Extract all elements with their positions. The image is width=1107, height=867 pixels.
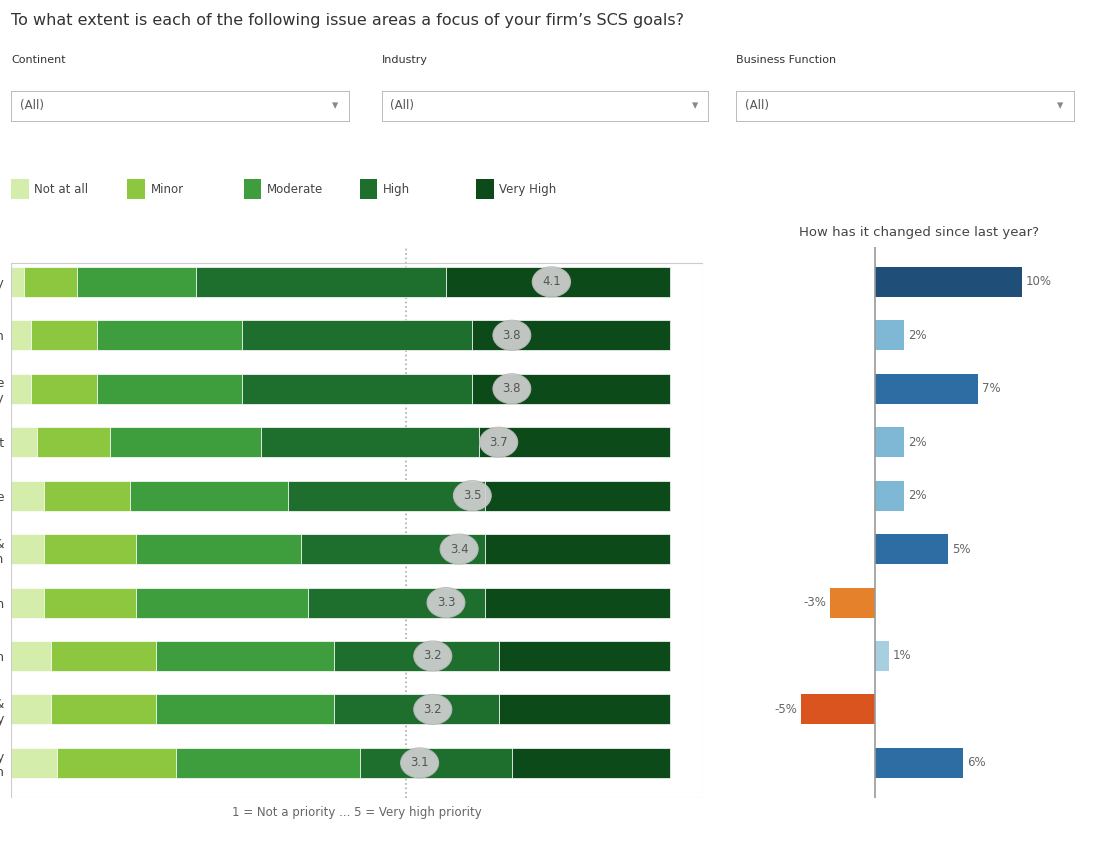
Text: 5%: 5% (952, 543, 971, 556)
Bar (11, 374, 31, 404)
Bar (800, 694, 875, 725)
Text: 3.7: 3.7 (489, 436, 508, 449)
Bar (261, 427, 479, 457)
Text: ▾: ▾ (1057, 100, 1064, 112)
Bar (11, 320, 31, 350)
Bar (334, 641, 498, 671)
Text: 3.1: 3.1 (411, 756, 428, 769)
Text: 3.3: 3.3 (437, 596, 455, 609)
Text: 2%: 2% (908, 436, 927, 449)
Bar (96, 374, 241, 404)
Text: ▾: ▾ (332, 100, 339, 112)
Text: Continent: Continent (11, 55, 65, 65)
Bar (11, 267, 24, 297)
Text: -5%: -5% (774, 703, 797, 716)
Bar (875, 748, 963, 778)
Text: Business Function: Business Function (736, 55, 836, 65)
Bar (110, 427, 261, 457)
Title: How has it changed since last year?: How has it changed since last year? (799, 226, 1038, 239)
Text: 10%: 10% (1026, 276, 1052, 289)
Bar (875, 374, 977, 404)
Bar (11, 427, 38, 457)
Bar (24, 267, 77, 297)
Text: Industry: Industry (382, 55, 428, 65)
Bar (360, 748, 511, 778)
Bar (11, 588, 44, 617)
Bar (38, 427, 110, 457)
Bar (473, 320, 670, 350)
Text: To what extent is each of the following issue areas a focus of your firm’s SCS g: To what extent is each of the following … (11, 13, 684, 28)
Bar (11, 480, 44, 511)
Bar (486, 534, 670, 564)
Bar (11, 534, 44, 564)
Text: 3.8: 3.8 (503, 382, 521, 395)
Bar (301, 534, 486, 564)
Bar (875, 480, 904, 511)
Bar (136, 534, 301, 564)
Text: Not at all: Not at all (34, 183, 89, 195)
Text: 3.5: 3.5 (463, 489, 482, 502)
Bar (479, 427, 670, 457)
Bar (486, 480, 670, 511)
Bar (44, 534, 136, 564)
Bar (486, 588, 670, 617)
Bar (288, 480, 486, 511)
Text: 3.4: 3.4 (449, 543, 468, 556)
Text: (All): (All) (20, 100, 43, 112)
Bar (875, 267, 1022, 297)
Text: High: High (383, 183, 411, 195)
Text: 2%: 2% (908, 329, 927, 342)
Text: 3.2: 3.2 (424, 703, 442, 716)
Bar (511, 748, 670, 778)
Bar (51, 641, 156, 671)
Bar (473, 374, 670, 404)
Text: 4.1: 4.1 (542, 276, 561, 289)
Text: Moderate: Moderate (267, 183, 323, 195)
Bar (77, 267, 196, 297)
Bar (875, 320, 904, 350)
Bar (498, 694, 670, 725)
Bar (241, 320, 473, 350)
Bar (875, 534, 949, 564)
Bar (196, 267, 446, 297)
Bar (176, 748, 360, 778)
Bar (498, 641, 670, 671)
Bar (11, 694, 51, 725)
Text: (All): (All) (745, 100, 768, 112)
Bar (130, 480, 288, 511)
Bar (241, 374, 473, 404)
Bar (96, 320, 241, 350)
Bar (875, 641, 889, 671)
Bar (156, 694, 334, 725)
Bar (51, 694, 156, 725)
Text: ▾: ▾ (693, 100, 699, 112)
Bar (308, 588, 486, 617)
Text: (All): (All) (390, 100, 414, 112)
Bar (156, 641, 334, 671)
Bar (446, 267, 670, 297)
Text: -3%: -3% (804, 596, 827, 609)
Text: 6%: 6% (966, 756, 985, 769)
Text: 3.2: 3.2 (424, 649, 442, 662)
Bar (830, 588, 875, 617)
Text: 3.8: 3.8 (503, 329, 521, 342)
Bar (11, 641, 51, 671)
Bar (58, 748, 176, 778)
Text: Very High: Very High (499, 183, 557, 195)
Bar (44, 588, 136, 617)
Bar (334, 694, 498, 725)
Text: 7%: 7% (982, 382, 1000, 395)
Bar (875, 427, 904, 457)
Text: Minor: Minor (151, 183, 184, 195)
Bar (31, 374, 96, 404)
X-axis label: 1 = Not a priority ... 5 = Very high priority: 1 = Not a priority ... 5 = Very high pri… (232, 806, 482, 819)
Bar (136, 588, 308, 617)
Bar (31, 320, 96, 350)
Bar (11, 748, 58, 778)
Text: 2%: 2% (908, 489, 927, 502)
Bar (44, 480, 130, 511)
Text: 1%: 1% (893, 649, 911, 662)
